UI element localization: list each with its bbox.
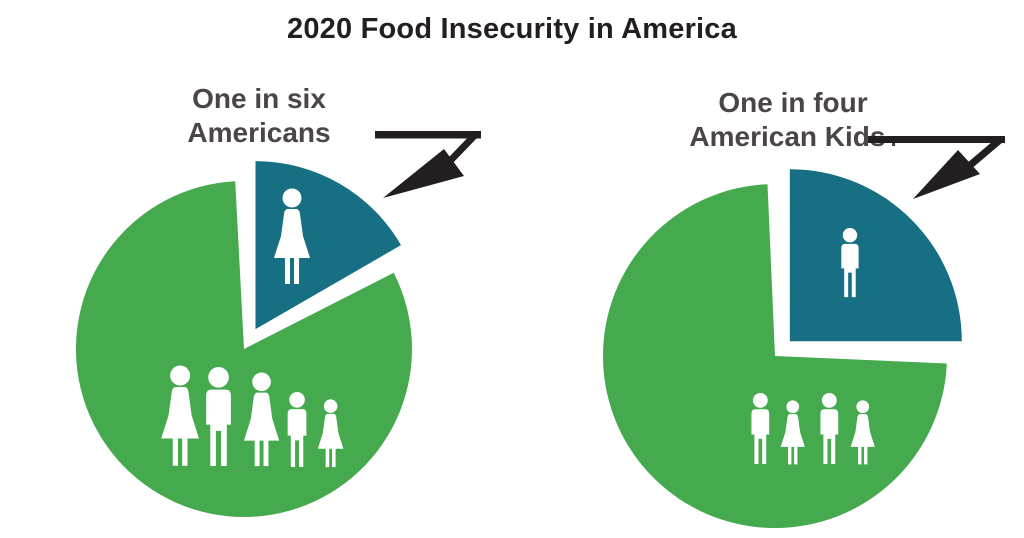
left-arrow-head [383, 149, 464, 198]
left-pie-label-line2: Americans [187, 117, 331, 148]
left-pie-chart [75, 161, 412, 517]
right-pie-chart [602, 169, 962, 529]
left-pie-label-line1: One in six [192, 83, 326, 114]
right-pie-highlighted-slice [789, 169, 962, 342]
left-arrow-bar [375, 131, 481, 139]
right-pie-label-line1: One in four [718, 87, 868, 118]
right-pie-label-line2: American Kids. [628, 120, 958, 156]
left-pie-label: One in six Americans [94, 82, 424, 150]
left-arrow-icon [375, 130, 481, 198]
right-arrow-head [913, 150, 980, 199]
right-arrow-icon [868, 136, 1005, 199]
left-arrow-shaft [447, 130, 480, 164]
right-arrow-bar [868, 136, 1005, 143]
right-pie-label: One in four American Kids. [628, 86, 958, 156]
page-title: 2020 Food Insecurity in America [287, 13, 737, 45]
